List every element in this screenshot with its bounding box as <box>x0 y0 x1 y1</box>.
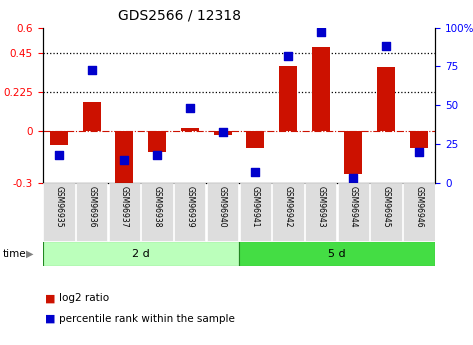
Bar <box>410 131 428 148</box>
Text: GSM96939: GSM96939 <box>185 186 194 227</box>
Point <box>317 30 324 35</box>
Bar <box>377 67 395 131</box>
Bar <box>50 131 68 145</box>
Text: GSM96935: GSM96935 <box>54 186 63 227</box>
Text: percentile rank within the sample: percentile rank within the sample <box>59 314 235 324</box>
Bar <box>344 131 362 174</box>
Bar <box>115 131 133 186</box>
Point <box>186 106 193 111</box>
Text: 2 d: 2 d <box>132 249 149 258</box>
Text: GSM96936: GSM96936 <box>87 186 96 227</box>
Bar <box>83 102 101 131</box>
FancyBboxPatch shape <box>141 184 173 241</box>
Point <box>350 176 357 181</box>
Text: GSM96944: GSM96944 <box>349 186 358 227</box>
Text: GSM96938: GSM96938 <box>153 186 162 227</box>
Text: ■: ■ <box>45 314 55 324</box>
Point <box>382 43 390 49</box>
Bar <box>148 131 166 152</box>
FancyBboxPatch shape <box>239 241 435 266</box>
Text: ▶: ▶ <box>26 249 34 258</box>
FancyBboxPatch shape <box>272 184 304 241</box>
Text: 5 d: 5 d <box>328 249 346 258</box>
Text: GDS2566 / 12318: GDS2566 / 12318 <box>118 9 241 23</box>
Point <box>55 152 63 158</box>
Text: GSM96937: GSM96937 <box>120 186 129 227</box>
Point <box>121 157 128 162</box>
FancyBboxPatch shape <box>403 184 435 241</box>
Text: GSM96941: GSM96941 <box>251 186 260 227</box>
Text: GSM96940: GSM96940 <box>218 186 227 227</box>
FancyBboxPatch shape <box>338 184 369 241</box>
Text: GSM96945: GSM96945 <box>382 186 391 227</box>
Point <box>219 129 226 135</box>
FancyBboxPatch shape <box>109 184 140 241</box>
Text: ■: ■ <box>45 294 55 303</box>
Point <box>284 53 292 58</box>
FancyBboxPatch shape <box>370 184 402 241</box>
Bar <box>213 131 231 135</box>
Bar <box>181 128 199 131</box>
Text: GSM96942: GSM96942 <box>283 186 292 227</box>
Bar <box>246 131 264 148</box>
FancyBboxPatch shape <box>76 184 107 241</box>
FancyBboxPatch shape <box>239 184 271 241</box>
FancyBboxPatch shape <box>43 184 75 241</box>
Text: GSM96943: GSM96943 <box>316 186 325 227</box>
FancyBboxPatch shape <box>207 184 238 241</box>
Bar <box>279 66 297 131</box>
Bar <box>312 47 330 131</box>
Text: log2 ratio: log2 ratio <box>59 294 109 303</box>
Point <box>88 67 96 72</box>
FancyBboxPatch shape <box>305 184 336 241</box>
Point <box>252 169 259 175</box>
Text: GSM96946: GSM96946 <box>414 186 423 227</box>
FancyBboxPatch shape <box>43 241 239 266</box>
Text: time: time <box>2 249 26 258</box>
Point <box>415 149 422 155</box>
Point <box>153 152 161 158</box>
FancyBboxPatch shape <box>174 184 205 241</box>
